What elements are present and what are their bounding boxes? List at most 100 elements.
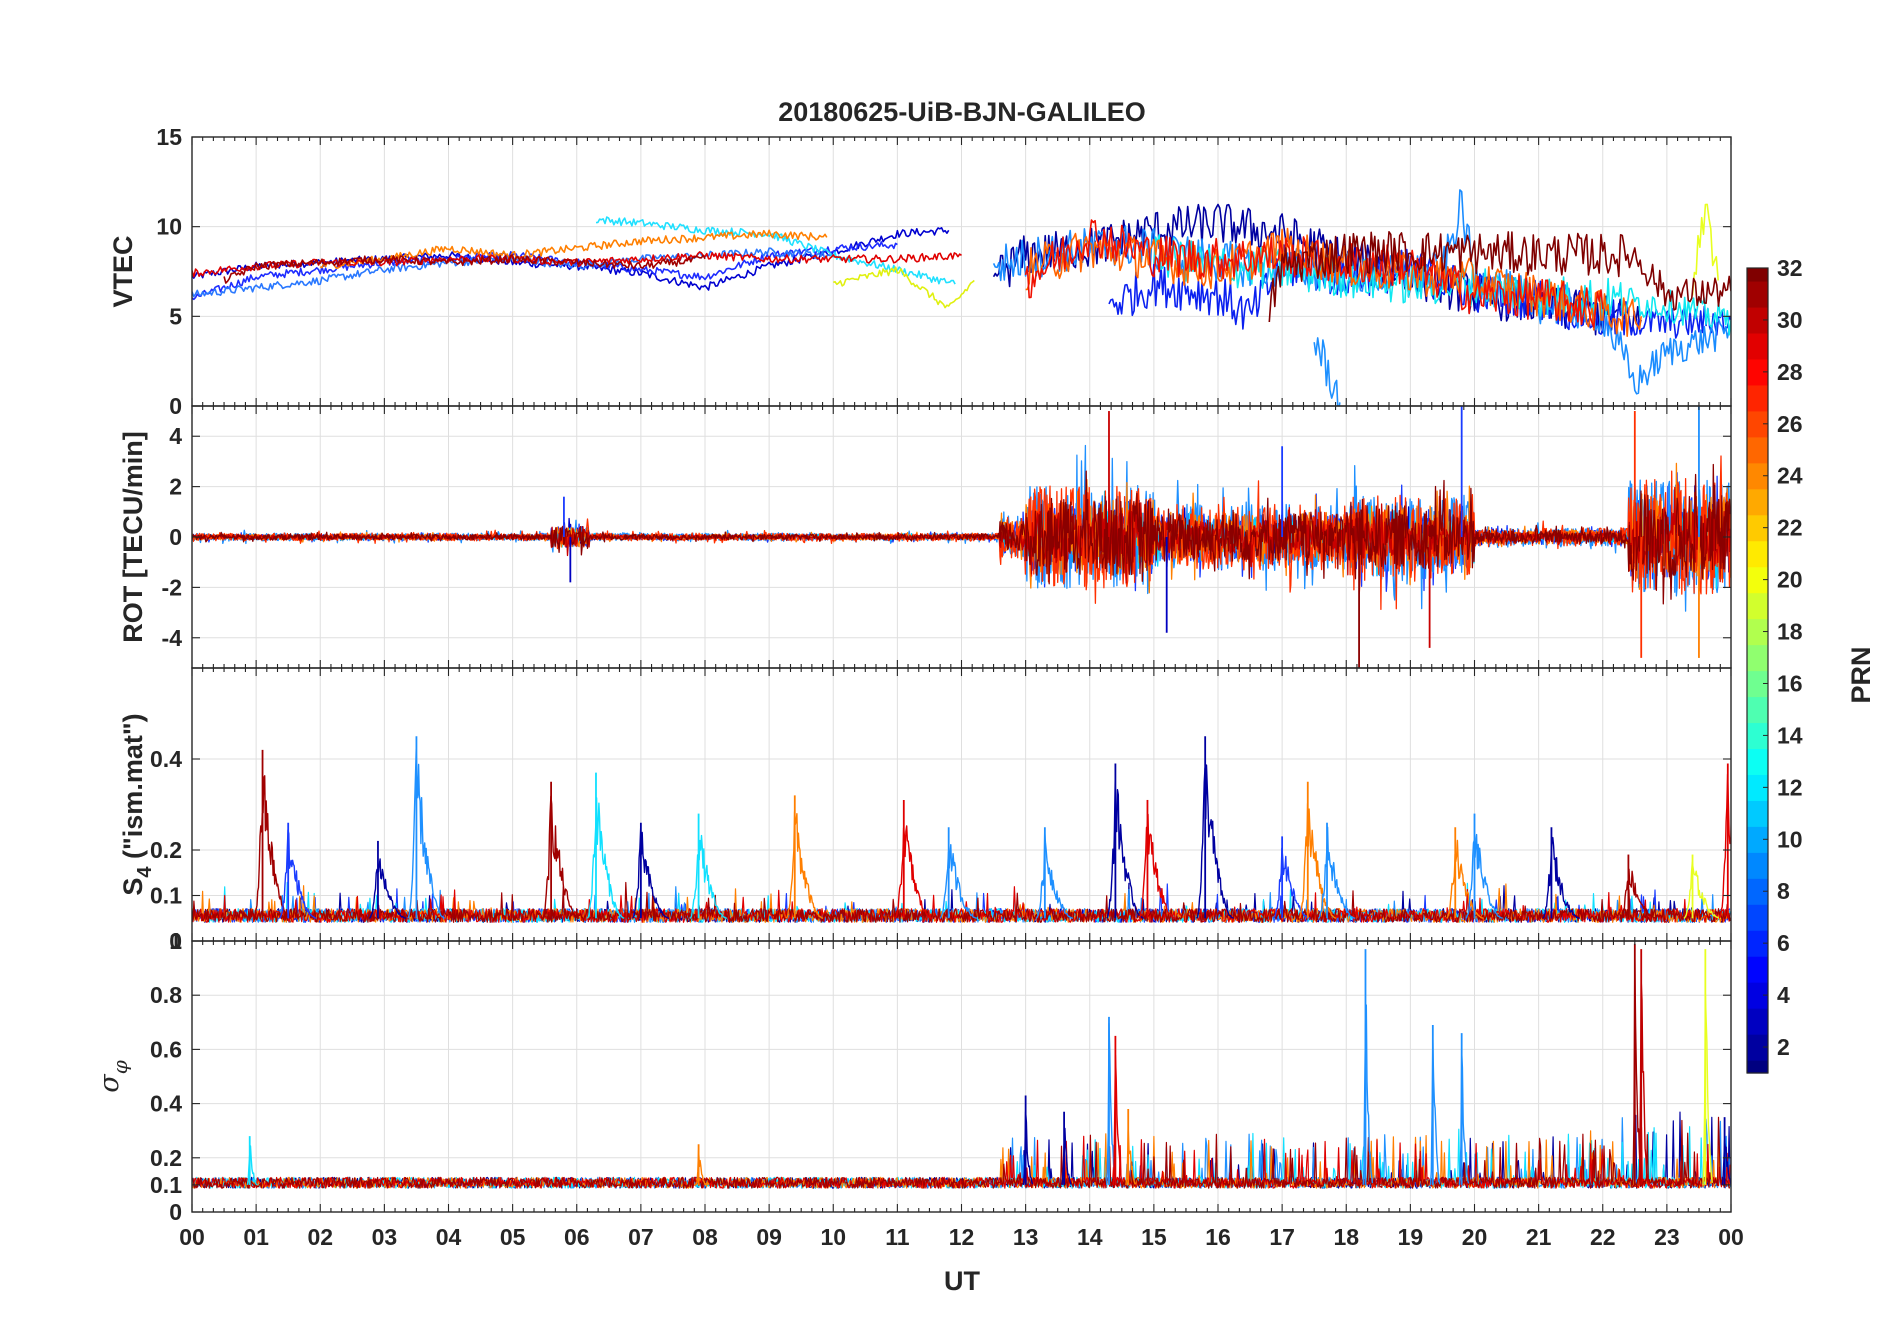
y-tick-label: 0 [169,1199,182,1225]
panel-vtec: 0 5 10 15 VTEC [108,124,1732,419]
x-tick-label: 06 [564,1224,590,1250]
colorbar-swatch [1747,566,1768,594]
colorbar-tick-label: 30 [1777,307,1803,333]
x-tick-label: 20 [1462,1224,1488,1250]
colorbar-swatch [1747,1008,1768,1035]
x-ticks-sigma_phi [191,941,1732,1212]
x-tick-label: 14 [1077,1224,1103,1250]
colorbar-swatch [1747,982,1768,1009]
x-tick-label: 21 [1526,1224,1552,1250]
sigma_phi-spike [1022,1110,1034,1185]
s4-spike [1138,813,1176,919]
sigma_phi-spike [1638,980,1649,1185]
sigma_phi-spike [1125,1127,1136,1185]
colorbar-swatch [1747,462,1768,490]
y-tick-label: 0 [169,524,182,550]
colorbar-tick-label: 10 [1777,826,1803,852]
colorbar-tick-label: 2 [1777,1034,1790,1060]
y-tick-label: 10 [156,214,182,240]
s4-spike [939,844,978,919]
colorbar-swatch [1747,956,1768,983]
colorbar-tick-label: 18 [1777,619,1803,645]
s4-spike [279,829,317,919]
colorbar-swatch [1747,332,1768,360]
s4-spike [1465,833,1503,919]
colorbar-swatch [1747,384,1768,412]
y-axis-label-subscript: 4 [134,866,156,878]
x-tick-label: 00 [179,1224,205,1250]
y-tick-label: 0.8 [150,982,182,1008]
y-tick-label: 0.1 [150,883,182,909]
colorbar-swatch [1747,904,1768,931]
colorbar-tick-label: 14 [1777,722,1803,748]
y-tick-label: 0.4 [150,746,182,772]
s4-spike [1446,839,1484,919]
x-tick-label: 13 [1013,1224,1039,1250]
colorbar-tick-label: 16 [1777,670,1803,696]
vtec-prn-32-line [1268,231,1731,323]
s4-spike [253,775,291,919]
s4-spike [1298,802,1337,919]
y-tick-label: 0.2 [150,837,182,863]
s4-spike [1619,868,1657,919]
vtec-prn-20-line [832,266,975,309]
y-axis-label-text: VTEC [108,235,138,307]
colorbar-swatch [1747,774,1768,801]
y-tick-label: 0.2 [150,1145,182,1171]
colorbar-swatch [1747,670,1768,698]
sigma_phi-spike [695,1149,707,1186]
colorbar-swatch [1747,540,1768,568]
colorbar-swatch [1747,268,1768,282]
s4-spike [1542,836,1580,919]
series-vtec [192,189,1731,406]
y-axis-label-rot: ROT [TECU/min] [118,431,148,642]
s4-spike [1195,764,1234,919]
s4-spike [1718,773,1731,919]
colorbar-swatch [1747,826,1768,853]
y-axis-label-text: ROT [TECU/min] [118,431,148,642]
x-tick-label: 09 [756,1224,782,1250]
colorbar-tick-label: 6 [1777,930,1790,956]
x-tick-label: 05 [500,1224,526,1250]
y-tick-label: 0.1 [150,1172,182,1198]
sigma_phi-spike [1429,1038,1441,1185]
colorbar-tick-label: 26 [1777,411,1803,437]
colorbar-swatch [1747,748,1768,775]
y-tick-label: 0 [169,393,182,419]
colorbar-swatch [1747,930,1768,957]
colorbar-tick-label: 12 [1777,774,1803,800]
colorbar-swatch [1747,514,1768,542]
colorbar-swatch [1747,488,1768,516]
s4-spike [368,858,407,919]
vtec-prn-10-line [1313,337,1341,406]
y-axis-label-sigma_phi: σφ [94,1060,132,1092]
x-tick-label: 11 [885,1224,910,1250]
series-s4 [192,736,1731,923]
y-tick-label: 1 [169,928,182,954]
y-tick-label: 0.4 [150,1091,182,1117]
vtec-prn-31-line [223,254,706,284]
colorbar-tick-label: 8 [1777,878,1790,904]
s4-spike [1273,847,1311,919]
colorbar-frame [1746,267,1769,1074]
s4-spike [631,826,670,919]
sigma_phi-spike [1702,992,1713,1185]
vtec-prn-21-line [1691,203,1719,296]
colorbar-tick-label: 28 [1777,359,1803,385]
colorbar-label: PRN [1846,646,1876,703]
vtec-prn-5-line [192,241,898,301]
y-tick-label: 15 [156,124,182,150]
colorbar-swatch [1747,852,1768,879]
y-axis-label-text: σ [94,1073,125,1093]
x-tick-label: 16 [1205,1224,1231,1250]
sigma_phi-spike [1362,1004,1374,1185]
y-tick-label: -2 [162,574,182,600]
y-axis-label-subscript: φ [108,1060,132,1074]
y-tick-label: 0.6 [150,1036,182,1062]
colorbar-swatch [1747,696,1768,724]
sigma_phi-series-line [192,1116,1731,1189]
colorbar-swatch [1747,280,1768,308]
